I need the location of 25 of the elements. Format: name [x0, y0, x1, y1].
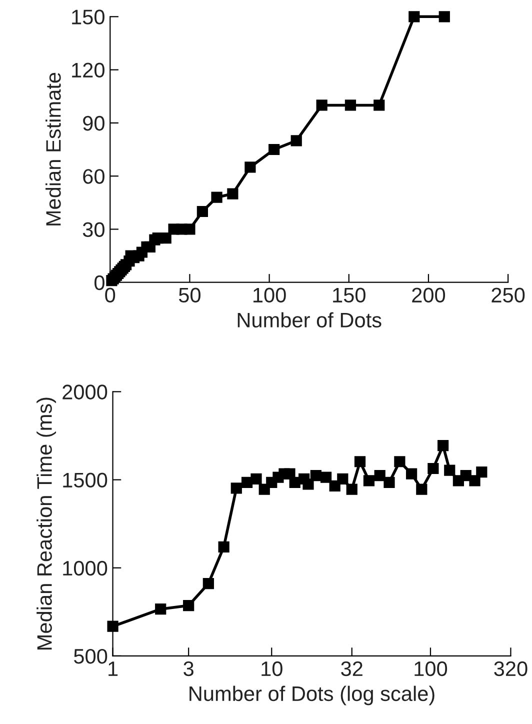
x-tick-label: 50	[178, 288, 200, 303]
y-tick-label: 150	[72, 10, 104, 24]
y-tick-label: 90	[83, 116, 104, 131]
x-tick-label: 250	[492, 288, 525, 303]
y-tick-label: 120	[72, 62, 104, 78]
x-tick-label: 1	[108, 662, 118, 676]
x-tick-label: 200	[412, 288, 446, 303]
x-tick-label: 150	[333, 288, 366, 303]
y-tick-label: 0	[94, 275, 104, 290]
x-axis-title: Number of Dots (log scale)	[190, 686, 434, 706]
y-tick-label: 60	[83, 169, 104, 184]
y-tick-label: 30	[82, 222, 104, 237]
y-tick-label: 1500	[63, 472, 108, 488]
y-axis-title: Median Reaction Time (ms)	[36, 398, 56, 650]
y-tick-label: 500	[74, 648, 108, 664]
x-tick-label: 3	[184, 661, 194, 676]
x-tick-label: 100	[254, 288, 286, 303]
y-tick-label: 2000	[62, 384, 108, 400]
x-tick-label: 320	[494, 661, 528, 676]
x-axis-title: Number of Dots	[238, 312, 382, 328]
x-tick-label: 32	[341, 661, 362, 676]
y-axis-title: Median Estimate	[46, 72, 61, 226]
x-tick-label: 100	[414, 661, 448, 676]
y-tick-label: 1000	[63, 560, 108, 576]
x-tick-label: 10	[262, 661, 282, 676]
